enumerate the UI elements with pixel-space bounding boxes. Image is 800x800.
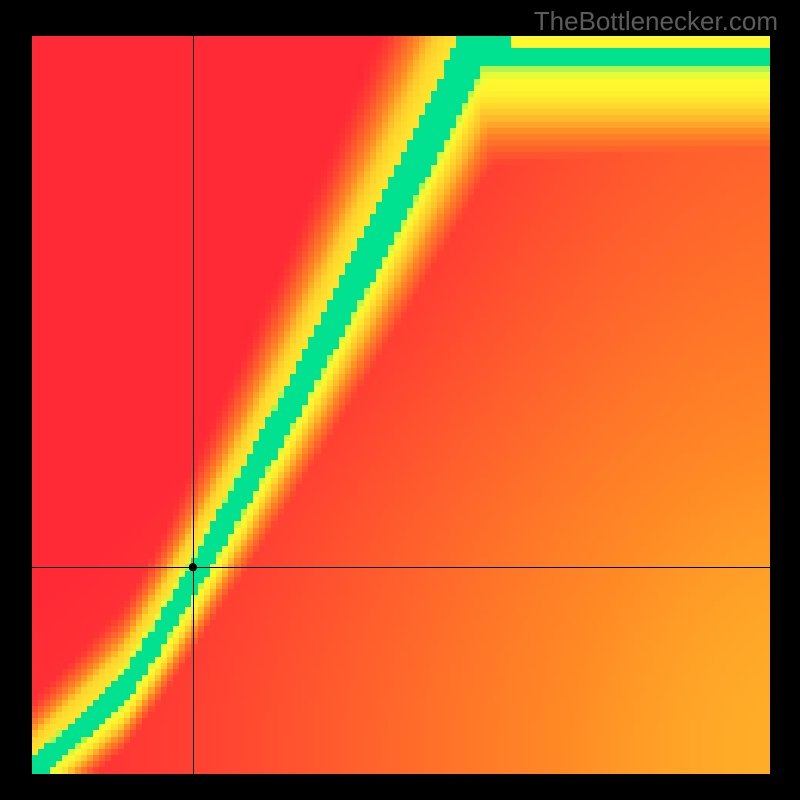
watermark-text: TheBottlenecker.com [534,6,778,37]
chart-container: TheBottlenecker.com [0,0,800,800]
bottleneck-heatmap [32,36,770,774]
